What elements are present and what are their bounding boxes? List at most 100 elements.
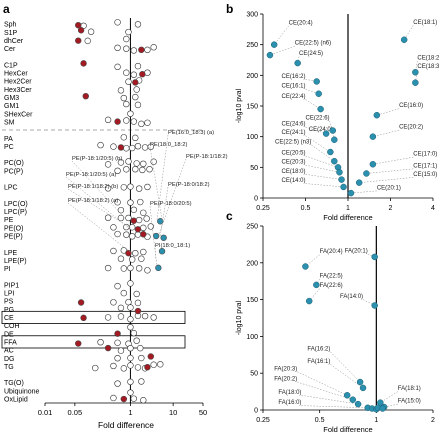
red-point	[75, 21, 82, 29]
b-point-label: CE(24:0)	[309, 127, 333, 133]
b-leader	[305, 88, 319, 94]
b-point	[369, 133, 377, 140]
open-point	[114, 354, 121, 362]
open-point	[133, 290, 140, 298]
category-label: GM3	[4, 95, 19, 102]
blue-point	[157, 218, 164, 225]
annotation-leader	[67, 202, 131, 253]
red-point	[80, 60, 87, 67]
open-point	[140, 160, 147, 168]
x-tick-label: 0.05	[68, 408, 83, 417]
b-x-axis-label: Fold difference	[323, 213, 372, 222]
open-point	[137, 344, 144, 352]
open-point	[120, 134, 128, 141]
open-point	[104, 264, 112, 272]
open-point	[132, 249, 139, 257]
open-point	[117, 304, 125, 312]
b-point-label: CE(24:1)	[281, 130, 305, 136]
open-point	[134, 364, 142, 371]
c-point-label: FA(16:1)	[307, 359, 330, 365]
b-y-tick-label: 150	[246, 104, 258, 111]
b-point-label: CE(24:6)	[281, 122, 305, 128]
open-point	[144, 267, 151, 274]
c-x-tick-label: 0.25	[256, 417, 270, 424]
open-point	[133, 337, 140, 344]
open-point	[117, 313, 125, 320]
b-point-label: CE(18:2)	[417, 55, 439, 61]
c-point-label: FA(15:0)	[398, 399, 421, 405]
open-point	[150, 361, 157, 368]
open-point	[150, 314, 157, 321]
red-point	[138, 46, 145, 54]
b-point-label: CE(18:0)	[281, 169, 305, 175]
c-y-axis-label: -log10 pval	[236, 300, 243, 335]
open-point	[123, 223, 130, 231]
b-y-tick-label: 100	[246, 134, 258, 141]
red-point	[75, 340, 82, 347]
red-point	[134, 307, 142, 315]
category-label: OxLipid	[4, 397, 28, 404]
open-point	[127, 323, 134, 331]
b-point-label: CE(17:1)	[413, 163, 437, 169]
open-point	[123, 100, 130, 108]
c-y-tick-label: 100	[246, 334, 258, 341]
b-point	[400, 36, 408, 44]
b-point	[322, 130, 330, 137]
b-point-label: CE(22:4)	[281, 94, 305, 100]
open-point	[132, 165, 139, 173]
b-y-tick-label: 200	[246, 73, 258, 80]
b-leader	[297, 56, 300, 64]
open-point	[140, 209, 147, 216]
open-point	[127, 304, 134, 311]
open-point	[114, 282, 121, 290]
b-leader	[305, 126, 327, 134]
open-point	[130, 118, 138, 125]
annotation-leader	[156, 134, 169, 220]
open-point	[123, 231, 130, 238]
b-point-label: CE(16:1)	[281, 84, 305, 90]
b-point	[270, 41, 278, 48]
red-point	[144, 363, 151, 371]
panel-b-ce-volcano: 0.25 0.5 1 2 4 0 50 100 150 200 250 300 Fold differe…	[236, 12, 439, 223]
open-point	[130, 71, 138, 78]
category-label: Ubiquinone	[4, 388, 40, 395]
b-point	[336, 168, 343, 176]
annotation-label: PE(P-18:1/20:5) (b)	[72, 156, 122, 162]
b-point	[347, 189, 355, 197]
panel-label-c: c	[226, 209, 233, 223]
open-point	[123, 45, 130, 52]
red-point	[120, 395, 128, 403]
category-label: CE	[4, 315, 14, 322]
category-label: LPI	[4, 291, 15, 298]
c-y-tick-label: 250	[246, 224, 258, 231]
x-tick-label: 1	[128, 408, 132, 417]
category-label: DE	[4, 331, 14, 338]
b-x-tick-label: 0.5	[301, 205, 311, 212]
c-point	[302, 263, 309, 270]
c-point-label: FA(22:5)	[320, 274, 343, 280]
open-point	[130, 329, 138, 337]
c-point	[379, 405, 386, 412]
b-x-tick-label: 0.25	[256, 205, 270, 212]
annotation-leader	[67, 188, 131, 229]
b-point	[315, 90, 322, 97]
b-point	[373, 111, 381, 119]
open-point	[120, 289, 128, 297]
open-point	[141, 144, 149, 151]
open-point	[110, 362, 117, 370]
open-point	[137, 198, 144, 206]
open-point	[127, 280, 134, 287]
red-point	[140, 231, 147, 238]
red-point	[139, 71, 146, 78]
annotation-leader	[160, 186, 169, 236]
highlight-box-ce	[1, 310, 186, 324]
category-label: FFA	[4, 339, 17, 346]
b-leader	[372, 129, 400, 137]
blue-point	[152, 232, 160, 240]
open-point	[110, 143, 117, 150]
category-label: DG	[4, 356, 15, 363]
b-leader	[305, 174, 342, 180]
open-point	[120, 265, 128, 272]
open-point	[132, 93, 139, 101]
